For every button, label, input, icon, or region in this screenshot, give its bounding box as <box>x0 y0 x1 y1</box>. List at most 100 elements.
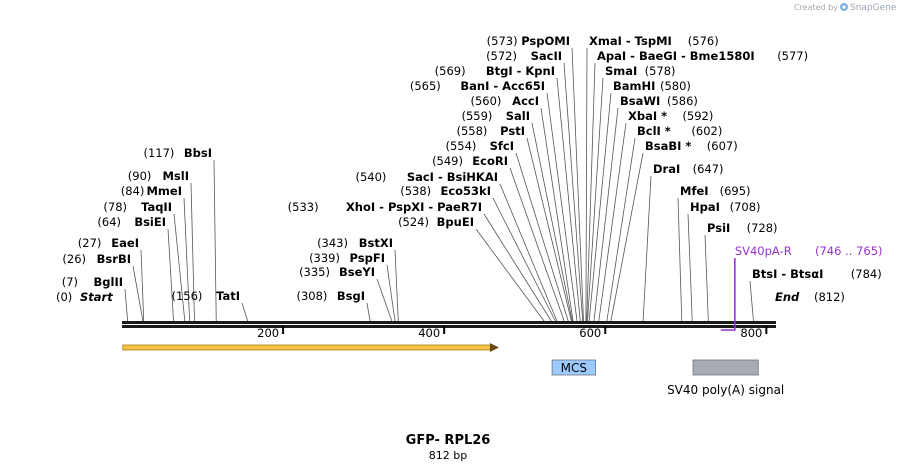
enzyme-bpuei[interactable]: BpuEI (524) <box>398 215 474 229</box>
cut-site-line <box>241 302 249 322</box>
enzyme-xhoi[interactable]: XhoI - PspXI - PaeR7I (533) <box>288 200 482 214</box>
enzyme-bsawi[interactable]: BsaWI (586) <box>620 94 698 108</box>
enzyme-name: BseYI <box>339 265 375 279</box>
enzyme-position: (559) <box>461 109 492 123</box>
enzyme-position: (540) <box>355 170 386 184</box>
enzyme-position: (784) <box>851 267 882 281</box>
cut-site-line <box>509 167 565 322</box>
enzyme-bani[interactable]: BanI - Acc65I (565) <box>410 79 545 93</box>
enzyme-position: (578) <box>645 64 676 78</box>
enzyme-taqii[interactable]: TaqII (78) <box>103 200 172 214</box>
enzyme-saci[interactable]: SacI - BsiHKAI (540) <box>355 170 498 184</box>
enzyme-position: (558) <box>456 124 487 138</box>
feature-gfp-rpl26-orf[interactable] <box>122 343 499 352</box>
enzyme-xbai[interactable]: XbaI * (592) <box>628 109 713 123</box>
enzyme-position: (335) <box>299 265 330 279</box>
enzyme-bsiei[interactable]: BsiEI (64) <box>97 215 166 229</box>
enzyme-pspomi[interactable]: PspOMI(573) <box>487 34 570 48</box>
enzyme-name: BsiEI <box>134 215 166 229</box>
enzyme-psti[interactable]: PstI (558) <box>456 124 525 138</box>
enzyme-msli[interactable]: MslI (90) <box>128 169 189 183</box>
enzyme-bsabi[interactable]: BsaBI * (607) <box>645 139 738 153</box>
enzyme-sfci[interactable]: SfcI (554) <box>445 139 514 153</box>
primer-name: SV40pA-R <box>735 244 792 258</box>
enzyme-drai[interactable]: DraI (647) <box>653 162 724 176</box>
enzyme-sali[interactable]: SalI (559) <box>461 109 530 123</box>
enzyme-eaei[interactable]: EaeI (27) <box>78 236 139 250</box>
enzyme-btgi[interactable]: BtgI - KpnI (569) <box>435 64 555 78</box>
enzyme-position: (586) <box>667 94 698 108</box>
cut-site-line <box>556 77 581 322</box>
enzyme-acci[interactable]: AccI (560) <box>470 94 539 108</box>
end-position: (812) <box>814 290 845 304</box>
enzyme-sacii[interactable]: SacII (572) <box>486 49 562 63</box>
enzyme-position: (572) <box>486 49 517 63</box>
cut-site-line <box>499 183 558 322</box>
enzyme-ecori[interactable]: EcoRI (549) <box>432 154 508 168</box>
scale-tick-label: 200 <box>257 326 279 340</box>
enzyme-bglii[interactable]: BglII (7) <box>62 275 123 289</box>
enzyme-position: (117) <box>143 146 174 160</box>
cut-site-line <box>586 62 596 322</box>
enzyme-xmai[interactable]: XmaI - TspMI (576) <box>589 34 719 48</box>
enzyme-bbsi[interactable]: BbsI (117) <box>143 146 212 160</box>
enzyme-mfei[interactable]: MfeI (695) <box>680 184 751 198</box>
cut-site-line <box>598 122 627 322</box>
enzyme-tati[interactable]: TatI (156) <box>171 289 240 303</box>
scale-tick-label: 800 <box>740 326 762 340</box>
enzyme-bstxi[interactable]: BstXI (343) <box>317 236 393 250</box>
sequence-title: GFP- RPL26 <box>406 433 491 448</box>
enzyme-position: (26) <box>62 252 86 266</box>
enzyme-apai[interactable]: ApaI - BaeGI - Bme1580I (577) <box>597 49 808 63</box>
enzyme-position: (64) <box>97 215 121 229</box>
enzyme-name: XmaI - TspMI <box>589 34 672 48</box>
enzyme-bseyi[interactable]: BseYI (335) <box>299 265 375 279</box>
enzyme-pspfi[interactable]: PspFI (339) <box>309 251 385 265</box>
enzyme-name: BamHI <box>613 79 655 93</box>
enzyme-position: (84) <box>121 184 145 198</box>
enzyme-name: PstI <box>500 124 525 138</box>
enzyme-name: XbaI * <box>628 109 667 123</box>
feature-mcs[interactable]: MCS <box>551 359 596 376</box>
cut-site-line <box>213 159 217 322</box>
enzyme-position: (577) <box>777 49 808 63</box>
enzyme-smai[interactable]: SmaI (578) <box>605 64 676 78</box>
enzyme-position: (560) <box>470 94 501 108</box>
cut-site-line <box>366 302 371 322</box>
features: SV40pA-R (746 .. 765) MCS SV40 poly(A) sign… <box>122 244 883 397</box>
enzyme-bsgi[interactable]: BsgI (308) <box>296 289 365 303</box>
feature-label: SV40 poly(A) signal <box>667 383 784 397</box>
cut-site-line <box>563 62 584 322</box>
feature-sv40-poly-a-signal[interactable]: SV40 poly(A) signal <box>667 359 784 397</box>
enzyme-bcli[interactable]: BclI * (602) <box>637 124 722 138</box>
enzyme-position: (156) <box>171 289 202 303</box>
enzyme-psii[interactable]: PsiI (728) <box>707 221 778 235</box>
enzyme-name: EaeI <box>111 236 139 250</box>
cut-site-line <box>475 228 545 322</box>
enzyme-name: BbsI <box>184 146 212 160</box>
enzyme-position: (533) <box>288 200 319 214</box>
cut-site-line <box>610 152 644 322</box>
enzyme-name: PspFI <box>350 251 385 265</box>
enzyme-eco53ki[interactable]: Eco53kI (538) <box>400 184 491 198</box>
enzyme-position: (708) <box>730 200 761 214</box>
enzyme-bsrbi[interactable]: BsrBI (26) <box>62 252 131 266</box>
enzyme-position: (538) <box>400 184 431 198</box>
enzyme-position: (7) <box>62 275 78 289</box>
enzyme-name: SmaI <box>605 64 637 78</box>
enzyme-bamhi[interactable]: BamHI (580) <box>613 79 691 93</box>
enzyme-position: (573) <box>487 34 518 48</box>
enzyme-position: (565) <box>410 79 441 93</box>
enzyme-name: TaqII <box>141 200 172 214</box>
cut-site-line <box>587 77 604 322</box>
primer-sv40pa-r[interactable]: SV40pA-R (746 .. 765) <box>720 244 883 331</box>
enzyme-name: ApaI - BaeGI - Bme1580I <box>597 49 755 63</box>
cut-site-line <box>585 47 588 322</box>
enzyme-mmei[interactable]: MmeI(84) <box>121 184 182 198</box>
enzyme-btsi[interactable]: BtsI - BtsαI (784) <box>752 267 882 281</box>
enzyme-position: (549) <box>432 154 463 168</box>
enzyme-position: (592) <box>682 109 713 123</box>
enzyme-hpai[interactable]: HpaI (708) <box>690 200 761 214</box>
cut-site-line <box>606 137 636 322</box>
sequence-length: 812 bp <box>429 449 467 462</box>
